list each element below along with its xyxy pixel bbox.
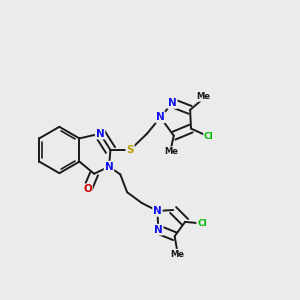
Text: N: N [105, 162, 113, 172]
Text: N: N [153, 206, 162, 216]
Text: O: O [83, 184, 92, 194]
Text: N: N [156, 112, 165, 122]
Text: Me: Me [196, 92, 210, 101]
Text: N: N [154, 225, 163, 235]
Text: N: N [96, 129, 104, 139]
Text: Cl: Cl [204, 132, 214, 141]
Text: Me: Me [164, 147, 178, 156]
Text: S: S [126, 145, 134, 155]
Text: Cl: Cl [197, 219, 207, 228]
Text: Me: Me [170, 250, 184, 259]
Text: N: N [168, 98, 177, 108]
